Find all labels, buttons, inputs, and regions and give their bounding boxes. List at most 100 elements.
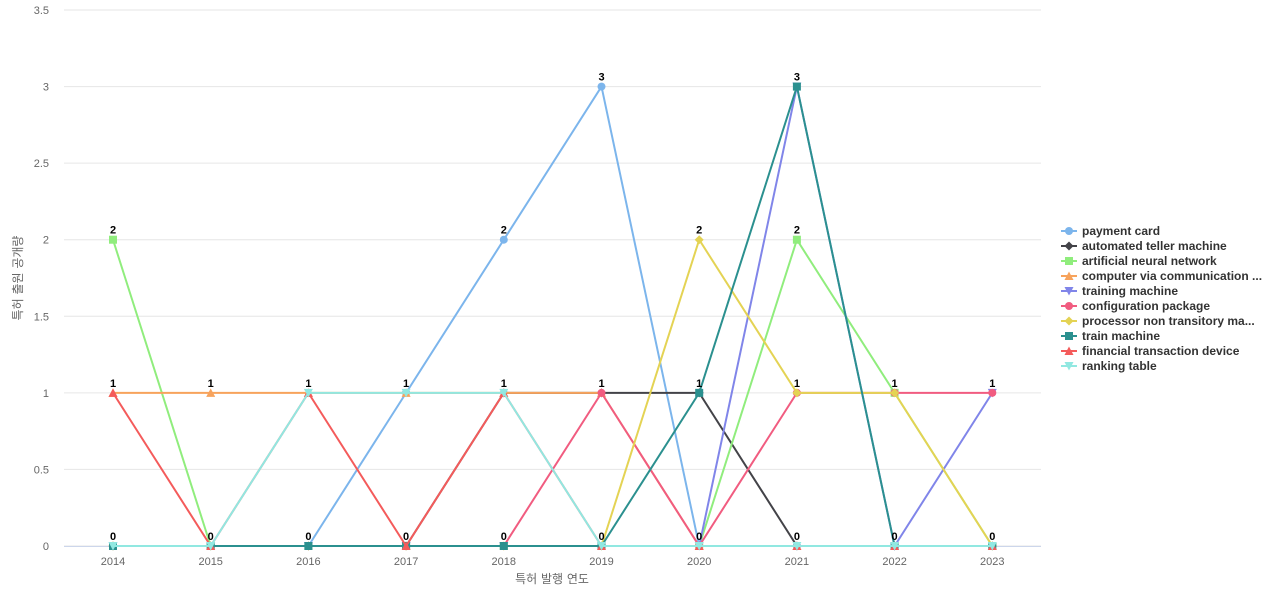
- legend-label: artificial neural network: [1082, 254, 1217, 268]
- data-point[interactable]: [988, 388, 997, 397]
- x-tick-label: 2017: [394, 556, 418, 568]
- data-label: 0: [989, 531, 995, 543]
- legend-item[interactable]: ranking table: [1061, 359, 1157, 373]
- legend-symbol[interactable]: [1064, 271, 1074, 281]
- x-tick-label: 2018: [492, 556, 516, 568]
- legend-symbol[interactable]: [1064, 316, 1074, 326]
- x-tick-label: 2022: [882, 556, 906, 568]
- x-tick-label: 2023: [980, 556, 1004, 568]
- data-label: 2: [696, 225, 702, 237]
- data-point[interactable]: [792, 82, 801, 91]
- data-point[interactable]: [597, 82, 606, 91]
- legend-label: financial transaction device: [1082, 344, 1240, 358]
- data-point[interactable]: [499, 235, 508, 244]
- data-label: 1: [110, 378, 116, 390]
- data-label: 0: [403, 531, 409, 543]
- data-label: 3: [794, 72, 800, 84]
- legend-label: configuration package: [1082, 299, 1210, 313]
- x-tick-label: 2016: [296, 556, 320, 568]
- data-point[interactable]: [303, 388, 313, 398]
- data-label: 1: [696, 378, 702, 390]
- data-label: 1: [305, 378, 311, 390]
- y-tick-label: 0.5: [34, 464, 49, 476]
- data-point[interactable]: [694, 542, 704, 551]
- data-label: 1: [794, 378, 800, 390]
- series-group: [108, 82, 997, 551]
- legend-item[interactable]: configuration package: [1061, 299, 1210, 313]
- legend-item[interactable]: financial transaction device: [1061, 344, 1240, 358]
- data-point[interactable]: [792, 542, 802, 551]
- x-tick-label: 2015: [198, 556, 222, 568]
- legend-item[interactable]: artificial neural network: [1061, 254, 1217, 268]
- data-label: 0: [598, 531, 604, 543]
- legend-item[interactable]: payment card: [1061, 224, 1160, 238]
- x-tick-label: 2021: [785, 556, 809, 568]
- data-label: 0: [208, 531, 214, 543]
- legend-symbol[interactable]: [1065, 227, 1073, 235]
- legend-label: payment card: [1082, 224, 1160, 238]
- legend-symbol[interactable]: [1064, 362, 1074, 371]
- data-label: 2: [110, 225, 116, 237]
- legend-symbol[interactable]: [1064, 287, 1074, 296]
- data-point[interactable]: [890, 388, 900, 398]
- data-point[interactable]: [108, 542, 118, 551]
- data-point[interactable]: [109, 235, 117, 244]
- data-point[interactable]: [792, 388, 802, 398]
- data-point[interactable]: [401, 541, 411, 551]
- data-point[interactable]: [206, 542, 216, 551]
- data-point[interactable]: [597, 542, 606, 551]
- data-label: 0: [501, 531, 507, 543]
- legend-item[interactable]: processor non transitory ma...: [1061, 314, 1255, 328]
- y-tick-label: 1.5: [34, 311, 49, 323]
- data-label: 1: [403, 378, 409, 390]
- legend-symbol[interactable]: [1064, 346, 1074, 356]
- series-9[interactable]: [108, 388, 997, 551]
- legend-label: ranking table: [1082, 359, 1157, 373]
- data-point[interactable]: [695, 388, 704, 397]
- data-point[interactable]: [792, 235, 801, 244]
- data-point[interactable]: [694, 235, 704, 245]
- legend-item[interactable]: computer via communication ...: [1061, 269, 1262, 283]
- data-label: 2: [794, 225, 800, 237]
- x-tick-label: 2014: [101, 556, 125, 568]
- data-label: 1: [892, 378, 898, 390]
- y-tick-label: 3.5: [34, 5, 49, 17]
- data-point[interactable]: [206, 388, 216, 397]
- data-label: 0: [696, 531, 702, 543]
- data-point[interactable]: [597, 388, 606, 397]
- legend-symbol[interactable]: [1064, 241, 1074, 251]
- legend-item[interactable]: automated teller machine: [1061, 239, 1227, 253]
- legend-symbol[interactable]: [1065, 302, 1073, 310]
- legend-label: training machine: [1082, 284, 1178, 298]
- legend-symbol[interactable]: [1065, 257, 1073, 265]
- legend-label: processor non transitory ma...: [1082, 314, 1255, 328]
- legend-label: computer via communication ...: [1082, 269, 1262, 283]
- data-point[interactable]: [108, 388, 118, 397]
- data-point[interactable]: [499, 388, 509, 398]
- legend-item[interactable]: training machine: [1061, 284, 1178, 298]
- data-label: 0: [892, 531, 898, 543]
- data-point[interactable]: [401, 388, 411, 398]
- data-label: 1: [501, 378, 507, 390]
- y-tick-label: 2.5: [34, 158, 49, 170]
- y-tick-label: 3: [43, 82, 49, 94]
- data-point[interactable]: [987, 542, 997, 551]
- data-label: 2: [501, 225, 507, 237]
- legend-item[interactable]: train machine: [1061, 329, 1160, 343]
- x-tick-label: 2019: [589, 556, 613, 568]
- x-axis-title: 특허 발행 연도: [515, 571, 589, 586]
- data-label: 1: [208, 378, 214, 390]
- data-point[interactable]: [499, 542, 508, 550]
- y-tick-label: 2: [43, 235, 49, 247]
- data-point[interactable]: [890, 542, 900, 551]
- data-point[interactable]: [304, 542, 313, 550]
- series-line[interactable]: [113, 85, 993, 547]
- y-axis-title: 특허 출원 공개량: [11, 236, 25, 321]
- legend-label: train machine: [1082, 329, 1160, 343]
- legend-label: automated teller machine: [1082, 239, 1227, 253]
- series-line[interactable]: [113, 391, 993, 547]
- legend-symbol[interactable]: [1065, 332, 1073, 340]
